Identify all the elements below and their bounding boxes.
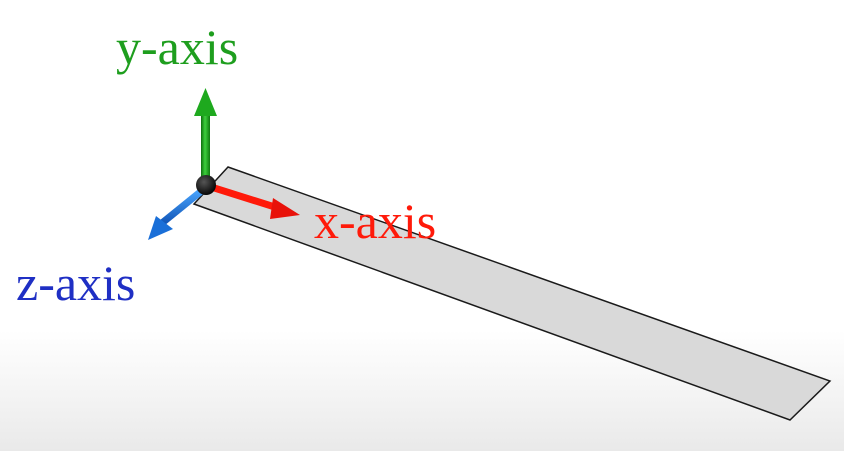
flat-strip: [192, 166, 832, 421]
y-axis-label: y-axis: [116, 19, 239, 75]
origin-point: [196, 175, 216, 195]
y-axis-arrow: [194, 88, 217, 184]
z-axis-arrow: [148, 186, 207, 240]
x-axis-arrow: [206, 182, 300, 219]
z-axis-label: z-axis: [16, 255, 136, 311]
x-axis-label: x-axis: [314, 193, 437, 249]
